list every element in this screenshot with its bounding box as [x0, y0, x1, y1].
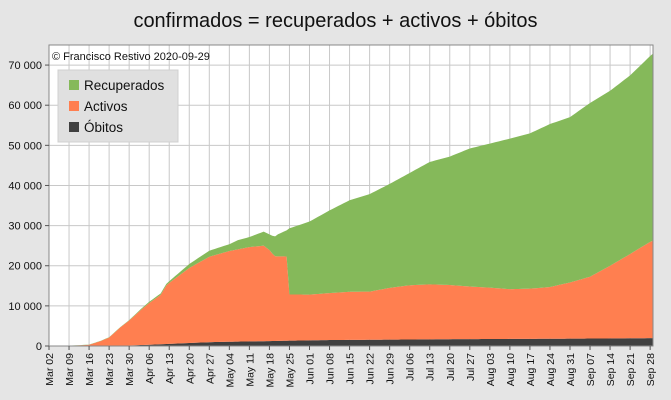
credit-annotation: © Francisco Restivo 2020-09-29: [52, 51, 210, 63]
x-tick-label: Apr 20: [184, 353, 196, 384]
x-tick-label: Aug 24: [545, 353, 557, 386]
y-axis: 0 10 000 20 000 30 000 40 000 50 000 60 000 70 …: [8, 60, 49, 353]
plot-frame: [48, 44, 654, 347]
x-tick-label: Jul 06: [405, 353, 417, 381]
x-tick-label: Mar 16: [84, 353, 96, 386]
series-area-recuperados: [49, 53, 653, 346]
legend-swatch-activos: [69, 101, 79, 111]
x-tick-label: May 11: [244, 353, 256, 387]
legend-label-obitos: Óbitos: [84, 120, 123, 135]
x-tick-label: Aug 17: [525, 353, 537, 386]
series-area-obitos: [49, 338, 653, 346]
x-tick-label: Aug 10: [505, 353, 517, 386]
x-tick-label: Aug 31: [565, 353, 577, 386]
y-tick-label: 50 000: [8, 140, 42, 152]
x-tick-label: Mar 09: [64, 353, 76, 386]
x-tick-label: Mar 30: [124, 353, 136, 386]
x-tick-label: Jul 27: [465, 353, 477, 381]
x-tick-label: Jun 08: [325, 353, 337, 385]
x-tick-label: May 18: [264, 353, 276, 388]
series-area-activos: [49, 240, 653, 346]
y-tick-label: 10 000: [8, 301, 42, 313]
x-tick-label: Jul 20: [445, 353, 457, 381]
x-tick-label: Mar 02: [44, 353, 56, 386]
legend-label-activos: Activos: [84, 99, 128, 114]
x-tick-label: Apr 27: [204, 353, 216, 384]
areas: [49, 53, 653, 346]
legend-swatch-obitos: [69, 122, 79, 132]
y-tick-label: 60 000: [8, 100, 42, 112]
y-tick-label: 40 000: [8, 180, 42, 192]
x-tick-label: Jun 22: [365, 353, 377, 385]
x-tick-label: Jun 01: [304, 353, 316, 385]
x-tick-label: Sep 07: [585, 353, 597, 386]
x-tick-label: Sep 28: [645, 353, 657, 386]
x-tick-label: May 04: [224, 353, 236, 388]
y-tick-label: 20 000: [8, 261, 42, 273]
legend: Recuperados Activos Óbitos: [57, 69, 179, 143]
y-tick-label: 0: [36, 341, 42, 353]
x-tick-label: Apr 13: [164, 353, 176, 384]
y-tick-label: 70 000: [8, 60, 42, 72]
x-tick-label: Mar 23: [104, 353, 116, 386]
legend-label-recuperados: Recuperados: [84, 78, 165, 93]
x-tick-label: Jul 13: [425, 353, 437, 381]
x-tick-label: Aug 03: [485, 353, 497, 386]
x-axis: Mar 02 Mar 09 Mar 16 Mar 23 Mar 30 Apr 06 Apr …: [44, 346, 657, 387]
x-tick-label: Sep 21: [625, 353, 637, 386]
y-tick-label: 30 000: [8, 221, 42, 233]
chart-title: confirmados = recuperados + activos + ób…: [133, 10, 538, 32]
x-tick-label: Jun 15: [345, 353, 357, 385]
legend-swatch-recuperados: [69, 80, 79, 90]
x-tick-label: Jun 29: [385, 353, 397, 385]
x-tick-label: Apr 06: [144, 353, 156, 384]
x-tick-label: Sep 14: [605, 353, 617, 386]
x-tick-label: May 25: [284, 353, 296, 388]
